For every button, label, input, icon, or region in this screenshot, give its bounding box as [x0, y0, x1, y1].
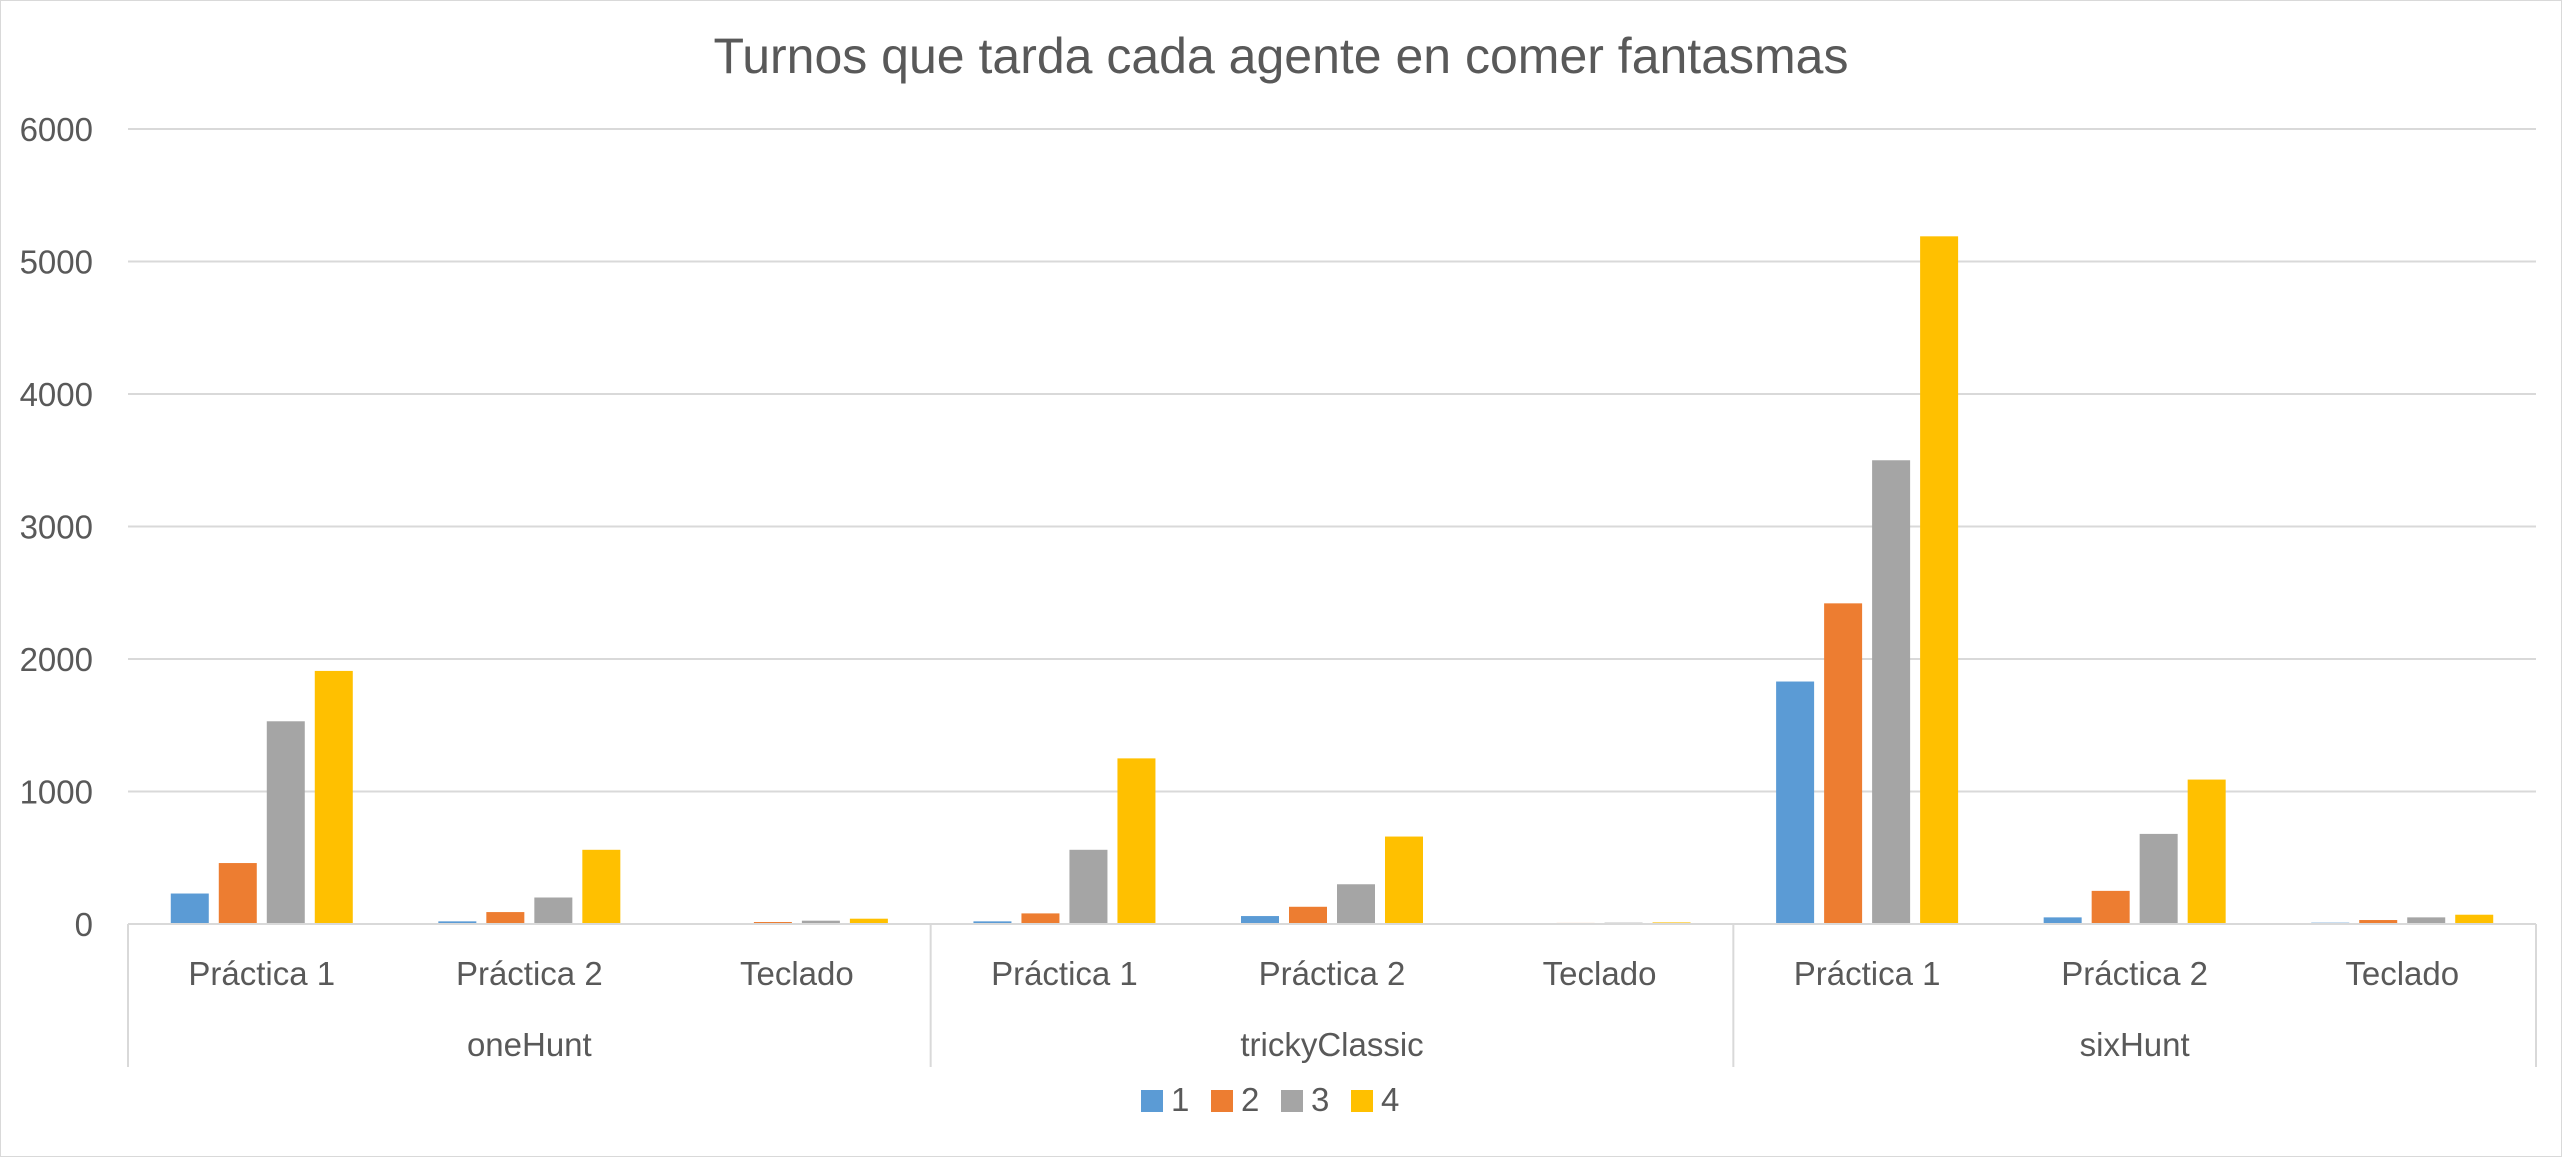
bar — [1824, 603, 1863, 924]
bar — [801, 920, 840, 924]
bar — [1337, 884, 1375, 924]
bar — [314, 670, 353, 924]
bar — [170, 893, 209, 924]
x-tick-label: Práctica 2 — [456, 955, 603, 992]
x-tick-label: Teclado — [740, 955, 854, 992]
group-label: sixHunt — [2080, 1026, 2190, 1063]
bar — [2139, 833, 2178, 924]
legend-label: 3 — [1311, 1081, 1329, 1118]
bar — [582, 849, 621, 924]
bar — [1920, 236, 1959, 924]
bar — [1117, 758, 1156, 924]
bar — [1776, 681, 1815, 924]
group-label: trickyClassic — [1240, 1026, 1423, 1063]
gridlines — [128, 128, 2536, 925]
bar — [1872, 460, 1911, 924]
bar — [486, 912, 525, 924]
legend-swatch — [1281, 1090, 1303, 1112]
y-tick-label: 2000 — [20, 641, 93, 678]
y-tick-label: 1000 — [20, 774, 93, 811]
legend-swatch — [1141, 1090, 1163, 1112]
bar — [2455, 914, 2494, 924]
x-axis: Práctica 1 Práctica 2 Teclado oneHunt Prácti… — [127, 923, 2537, 1067]
group-label: oneHunt — [467, 1026, 592, 1063]
bar — [2043, 917, 2082, 924]
chart-title: Turnos que tarda cada agente en comer fa… — [714, 28, 1849, 84]
x-tick-label: Práctica 1 — [188, 955, 335, 992]
bar — [1069, 849, 1108, 924]
bar — [534, 897, 573, 924]
bar — [266, 721, 305, 924]
bar — [2091, 890, 2130, 924]
x-tick-label: Práctica 2 — [2061, 955, 2208, 992]
x-tick-label: Teclado — [2345, 955, 2459, 992]
bar — [2359, 920, 2398, 924]
x-tick-label: Práctica 1 — [991, 955, 1138, 992]
y-tick-label: 3000 — [20, 509, 93, 546]
bar — [438, 921, 477, 924]
legend-swatch — [1351, 1090, 1373, 1112]
x-tick-label: Teclado — [1543, 955, 1657, 992]
bar — [1241, 916, 1279, 924]
legend-label: 4 — [1381, 1081, 1399, 1118]
bar — [973, 921, 1012, 924]
legend-label: 1 — [1171, 1081, 1189, 1118]
bar — [1289, 906, 1327, 924]
legend-label: 2 — [1241, 1081, 1259, 1118]
x-tick-label: Práctica 2 — [1259, 955, 1406, 992]
legend-swatch — [1211, 1090, 1233, 1112]
bar — [218, 863, 257, 924]
bars — [170, 236, 2494, 924]
y-tick-label: 5000 — [20, 244, 93, 281]
legend: 1 2 3 4 — [1141, 1081, 1399, 1118]
bar — [1385, 836, 1423, 924]
y-tick-label: 0 — [75, 906, 93, 943]
bar — [1021, 913, 1060, 924]
bar — [849, 918, 888, 924]
y-axis: 0 1000 2000 3000 4000 5000 6000 — [20, 111, 93, 943]
y-tick-label: 6000 — [20, 111, 93, 148]
x-tick-label: Práctica 1 — [1794, 955, 1941, 992]
bar — [2187, 779, 2226, 924]
bar — [2407, 917, 2446, 924]
y-tick-label: 4000 — [20, 376, 93, 413]
